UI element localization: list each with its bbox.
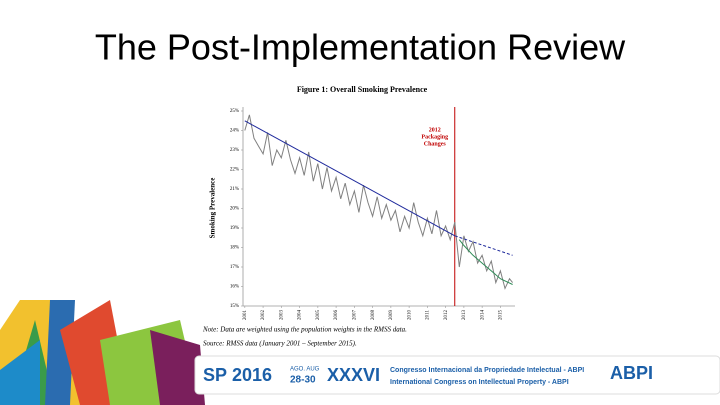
x-tick-label: 2008 [371,310,376,321]
footer-logo: ABPI [610,363,653,383]
y-tick-label: 24% [230,129,239,134]
slide-title: The Post-Implementation Review [95,27,626,68]
footer-line: Congresso Internacional da Propriedade I… [390,367,584,374]
chart-title: Figure 1: Overall Smoking Prevalence [297,85,428,94]
y-tick-label: 15% [230,304,239,309]
x-tick-label: 2013 [462,310,467,321]
data-line [454,235,513,256]
y-tick-label: 16% [230,285,239,290]
x-tick-label: 2012 [444,310,449,321]
x-tick-label: 2005 [316,310,321,321]
y-tick-label: 25% [230,109,239,114]
footer-dates: 28-30 [290,375,316,386]
annotation: Packaging [421,134,448,140]
annotation: 2012 [429,127,441,133]
x-tick-label: 2007 [352,310,357,321]
y-tick-label: 17% [230,265,239,270]
chart-note: Note: Data are weighted using the popula… [202,326,407,334]
x-tick-label: 2003 [279,310,284,321]
footer-edition: XXXVI [327,365,380,385]
footer-line: International Congress on Intellectual P… [390,379,569,386]
x-tick-label: 2001 [243,310,248,321]
x-tick-label: 2002 [261,310,266,321]
y-axis-label: Smoking Prevalence [209,178,217,239]
y-tick-label: 19% [230,226,239,231]
x-tick-label: 2010 [407,310,412,321]
x-tick-label: 2015 [499,310,504,321]
annotation: Changes [424,141,447,147]
footer-year: 2016 [232,365,272,385]
y-tick-label: 22% [230,168,239,173]
y-tick-label: 18% [230,246,239,251]
data-line [244,114,513,290]
data-line [458,239,513,285]
x-tick-label: 2004 [298,310,303,321]
y-tick-label: 20% [230,207,239,212]
x-tick-label: 2006 [334,310,339,321]
x-tick-label: 2009 [389,310,394,321]
data-line [244,120,456,237]
footer-dates-top: AGO. AUG [290,367,320,373]
footer-banner: SP 2016 AGO. AUG 28-30 XXXVI Congresso I… [203,363,653,386]
chart-note: Source: RMSS data (January 2001 – Septem… [203,340,357,348]
y-tick-label: 21% [230,187,239,192]
x-tick-label: 2011 [426,310,431,320]
footer-city: SP [203,365,227,385]
x-tick-label: 2014 [480,310,485,321]
y-tick-label: 23% [230,148,239,153]
decoration [0,300,720,405]
